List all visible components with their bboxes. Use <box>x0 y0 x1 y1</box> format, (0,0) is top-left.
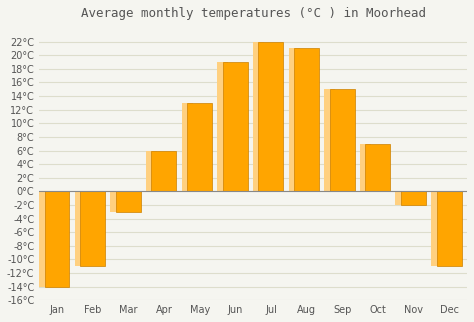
Bar <box>152 150 176 191</box>
Bar <box>330 89 355 191</box>
Bar <box>294 49 319 191</box>
Bar <box>253 42 264 191</box>
Title: Average monthly temperatures (°C ) in Moorhead: Average monthly temperatures (°C ) in Mo… <box>81 7 426 20</box>
Bar <box>146 150 157 191</box>
Bar <box>360 144 371 191</box>
Bar <box>289 49 300 191</box>
Bar <box>217 62 228 191</box>
Bar <box>110 191 121 212</box>
Bar <box>45 191 70 287</box>
Bar <box>187 103 212 191</box>
Bar <box>324 89 336 191</box>
Bar <box>258 42 283 191</box>
Bar <box>223 62 248 191</box>
Bar <box>437 191 462 266</box>
Bar <box>39 191 50 287</box>
Bar <box>182 103 193 191</box>
Bar <box>80 191 105 266</box>
Bar <box>395 191 407 205</box>
Bar <box>431 191 442 266</box>
Bar <box>401 191 426 205</box>
Bar <box>74 191 86 266</box>
Bar <box>116 191 141 212</box>
Bar <box>365 144 391 191</box>
